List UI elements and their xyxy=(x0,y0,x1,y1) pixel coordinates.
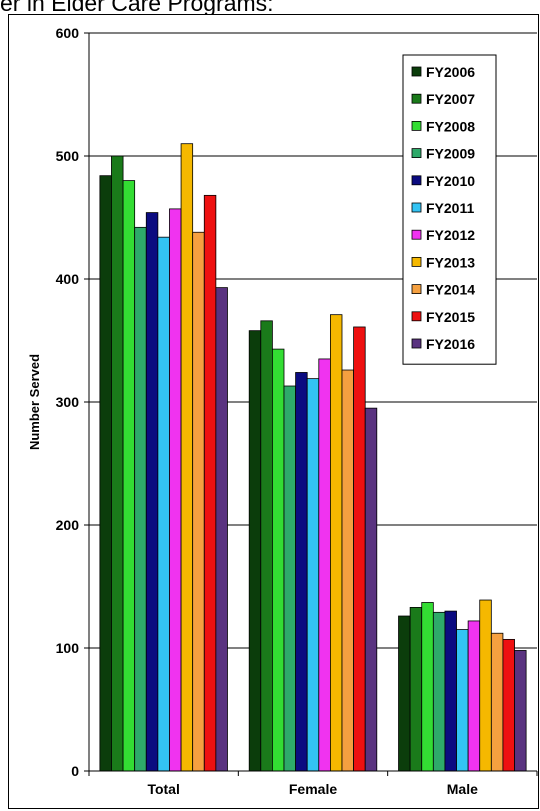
bar-fy2010-female xyxy=(295,372,308,772)
bar-fy2016-male xyxy=(514,650,527,772)
legend-label: FY2014 xyxy=(426,282,475,298)
bar-fy2016-female xyxy=(364,407,378,772)
bar-fy2008-total xyxy=(122,180,136,772)
y-tick-label: 0 xyxy=(71,763,79,779)
y-axis-title: Number Served xyxy=(27,354,42,450)
bar-fy2014-total xyxy=(192,231,205,772)
bar-fy2008-male xyxy=(421,602,434,772)
bar-fy2010-male xyxy=(444,610,457,772)
legend-swatch xyxy=(411,148,422,159)
legend-label: FY2009 xyxy=(426,146,475,162)
bar-fy2015-male xyxy=(502,638,515,772)
bar-fy2007-total xyxy=(111,155,124,772)
bar-fy2012-total xyxy=(169,208,182,772)
legend-label: FY2010 xyxy=(426,173,475,189)
legend-item-fy2011: FY2011 xyxy=(411,200,474,216)
legend-label: FY2013 xyxy=(426,254,475,270)
bar-fy2011-total xyxy=(157,236,170,772)
y-tick-label: 400 xyxy=(56,271,80,287)
legend-swatch xyxy=(411,93,422,104)
bar-fy2006-total xyxy=(99,175,112,772)
bar-fy2014-female xyxy=(341,369,355,772)
legend-item-fy2015: FY2015 xyxy=(411,309,475,325)
legend-swatch xyxy=(411,338,422,349)
legend-item-fy2009: FY2009 xyxy=(411,146,475,162)
legend-item-fy2013: FY2013 xyxy=(411,254,475,270)
legend-swatch xyxy=(411,202,422,213)
legend-swatch xyxy=(411,175,422,186)
y-tick-label: 300 xyxy=(56,394,80,410)
x-category-label: Female xyxy=(289,781,337,797)
legend-item-fy2014: FY2014 xyxy=(411,282,475,298)
bar-fy2011-male xyxy=(456,629,469,772)
bar-fy2007-female xyxy=(260,320,273,772)
legend-label: FY2012 xyxy=(426,227,475,243)
bar-fy2015-female xyxy=(353,326,366,772)
legend-swatch xyxy=(411,256,422,267)
bar-fy2009-female xyxy=(283,385,297,772)
legend-swatch xyxy=(411,311,422,322)
legend-item-fy2012: FY2012 xyxy=(411,227,475,243)
bar-fy2006-male xyxy=(398,615,411,772)
chart-frame: 0 100 200 300 400 500 600 Total Female Male Numbe… xyxy=(8,14,539,809)
bar-fy2011-female xyxy=(306,378,320,772)
y-tick-label: 600 xyxy=(56,25,80,41)
legend-label: FY2011 xyxy=(426,200,474,216)
legend-item-fy2010: FY2010 xyxy=(411,173,475,189)
legend-item-fy2016: FY2016 xyxy=(411,336,475,352)
legend-label: FY2008 xyxy=(426,118,475,134)
y-tick-label: 100 xyxy=(56,640,80,656)
bar-fy2014-male xyxy=(490,632,504,772)
bar-chart: 0 100 200 300 400 500 600 Total Female Male Numbe… xyxy=(27,25,538,797)
legend-item-fy2007: FY2007 xyxy=(411,91,475,107)
bar-fy2006-female xyxy=(248,330,262,772)
legend-label: FY2006 xyxy=(426,64,475,80)
legend-items: FY2006 FY2007 FY2008 FY2009 FY2010 FY2011 FY20… xyxy=(411,64,475,352)
x-category-label: Total xyxy=(147,781,179,797)
axis-labels: 0 100 200 300 400 500 600 Total Female Male xyxy=(56,25,478,797)
legend-label: FY2007 xyxy=(426,91,475,107)
bar-fy2007-male xyxy=(409,607,423,772)
bar-fy2016-total xyxy=(215,287,228,772)
bar-fy2009-male xyxy=(432,611,446,772)
bar-fy2009-total xyxy=(134,226,147,772)
legend: FY2006 FY2007 FY2008 FY2009 FY2010 FY2011 FY20… xyxy=(402,54,497,365)
legend-item-fy2006: FY2006 xyxy=(411,64,475,80)
bar-fy2012-female xyxy=(318,358,331,772)
axes xyxy=(84,32,538,776)
bar-fy2012-male xyxy=(467,620,481,772)
y-tick-label: 200 xyxy=(56,517,80,533)
legend-item-fy2008: FY2008 xyxy=(411,118,475,134)
legend-label: FY2016 xyxy=(426,336,475,352)
bar-fy2013-male xyxy=(479,599,492,772)
bar-fy2008-female xyxy=(271,348,285,772)
legend-swatch xyxy=(411,284,422,295)
bar-fy2013-total xyxy=(180,143,194,772)
legend-swatch xyxy=(411,121,422,131)
y-tick-label: 500 xyxy=(56,148,80,164)
bar-fy2010-total xyxy=(145,212,159,772)
legend-swatch xyxy=(411,66,422,77)
bar-fy2013-female xyxy=(329,314,343,772)
x-category-label: Male xyxy=(447,781,478,797)
legend-label: FY2015 xyxy=(426,309,475,325)
chart-title-fragment: er in Elder Care Programs: xyxy=(0,0,274,16)
bar-fy2015-total xyxy=(203,194,217,772)
legend-swatch xyxy=(411,229,422,240)
